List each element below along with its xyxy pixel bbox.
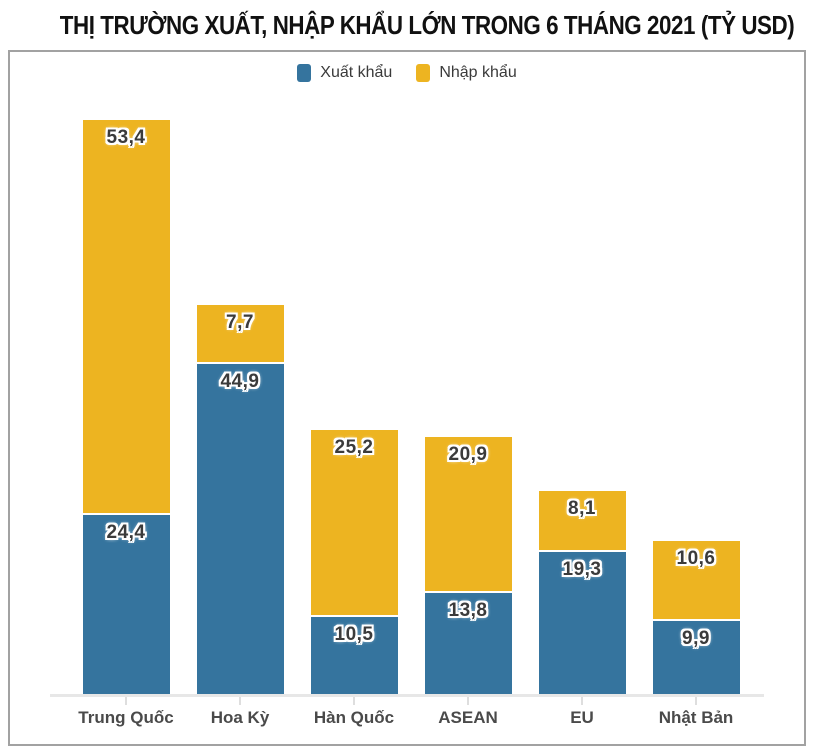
- bar-segment-nhap-khau: 7,7: [196, 305, 284, 362]
- value-label: 53,4: [106, 127, 146, 149]
- category-band: 53,4 24,4 Trung Quốc: [69, 120, 183, 727]
- stacked-bar: 53,4 24,4: [82, 120, 170, 694]
- legend-label: Xuất khẩu: [320, 64, 393, 81]
- value-label: 13,8: [448, 599, 488, 621]
- category-band: 7,7 44,9 Hoa Kỳ: [183, 305, 297, 727]
- bar-segment-nhap-khau: 10,6: [652, 541, 740, 620]
- chart-title: THỊ TRƯỜNG XUẤT, NHẬP KHẨU LỚN TRONG 6 T…: [59, 10, 795, 40]
- value-label: 24,4: [106, 521, 146, 543]
- category-label: Hàn Quốc: [313, 708, 395, 727]
- category-label: EU: [570, 708, 594, 727]
- axis-tick: [239, 697, 241, 705]
- category-label: Hoa Kỳ: [210, 708, 270, 727]
- value-label: 7,7: [226, 312, 254, 334]
- category-label: Trung Quốc: [78, 708, 174, 727]
- legend-swatch-nhap-khau-icon: [416, 64, 431, 82]
- legend: Xuất khẩu Nhập khẩu: [10, 64, 804, 82]
- bar-segment-nhap-khau: 20,9: [424, 437, 512, 591]
- axis-tick: [695, 697, 697, 705]
- stacked-bar: 7,7 44,9: [196, 305, 284, 694]
- chart-frame: 53,4 24,4 Trung Quốc 7,7 44,9 Hoa Kỳ 25,2 10,5 H…: [8, 50, 806, 746]
- category-band: 10,6 9,9 Nhật Bản: [639, 541, 753, 727]
- category-band: 25,2 10,5 Hàn Quốc: [297, 429, 411, 727]
- value-label: 19,3: [562, 559, 602, 581]
- category-band: 20,9 13,8 ASEAN: [411, 437, 525, 727]
- axis-tick: [125, 697, 127, 705]
- title-bar: THỊ TRƯỜNG XUẤT, NHẬP KHẨU LỚN TRONG 6 T…: [0, 2, 814, 53]
- bars-row: 53,4 24,4 Trung Quốc 7,7 44,9 Hoa Kỳ 25,2 10,5 H…: [69, 120, 753, 727]
- value-label: 8,1: [568, 497, 596, 519]
- bar-segment-xuat-khau: 10,5: [310, 616, 398, 694]
- value-label: 10,5: [334, 623, 374, 645]
- value-label: 9,9: [682, 628, 710, 650]
- bar-segment-nhap-khau: 25,2: [310, 429, 398, 615]
- axis-tick: [353, 697, 355, 705]
- category-label: Nhật Bản: [658, 708, 734, 727]
- bar-segment-xuat-khau: 13,8: [424, 592, 512, 694]
- stacked-bar: 8,1 19,3: [538, 490, 626, 694]
- axis-tick: [581, 697, 583, 705]
- category-label: ASEAN: [438, 708, 498, 727]
- legend-item-nhap-khau: Nhập khẩu: [416, 64, 517, 82]
- value-label: 10,6: [676, 548, 716, 570]
- legend-item-xuat-khau: Xuất khẩu: [297, 64, 392, 82]
- value-label: 25,2: [334, 436, 374, 458]
- value-label: 44,9: [220, 371, 260, 392]
- legend-label: Nhập khẩu: [439, 64, 517, 81]
- bar-segment-xuat-khau: 19,3: [538, 552, 626, 694]
- bar-segment-xuat-khau: 44,9: [196, 364, 284, 694]
- stacked-bar: 20,9 13,8: [424, 437, 512, 694]
- stacked-bar: 10,6 9,9: [652, 541, 740, 694]
- axis-tick: [467, 697, 469, 705]
- legend-swatch-xuat-khau-icon: [297, 64, 312, 82]
- category-band: 8,1 19,3 EU: [525, 490, 639, 727]
- x-axis-line: [50, 694, 764, 697]
- bar-segment-nhap-khau: 8,1: [538, 490, 626, 551]
- bar-segment-xuat-khau: 9,9: [652, 621, 740, 694]
- stacked-bar: 25,2 10,5: [310, 429, 398, 694]
- bar-segment-xuat-khau: 24,4: [82, 514, 170, 694]
- bar-segment-nhap-khau: 53,4: [82, 120, 170, 513]
- value-label: 20,9: [448, 444, 488, 466]
- plot-area: 53,4 24,4 Trung Quốc 7,7 44,9 Hoa Kỳ 25,2 10,5 H…: [10, 52, 804, 744]
